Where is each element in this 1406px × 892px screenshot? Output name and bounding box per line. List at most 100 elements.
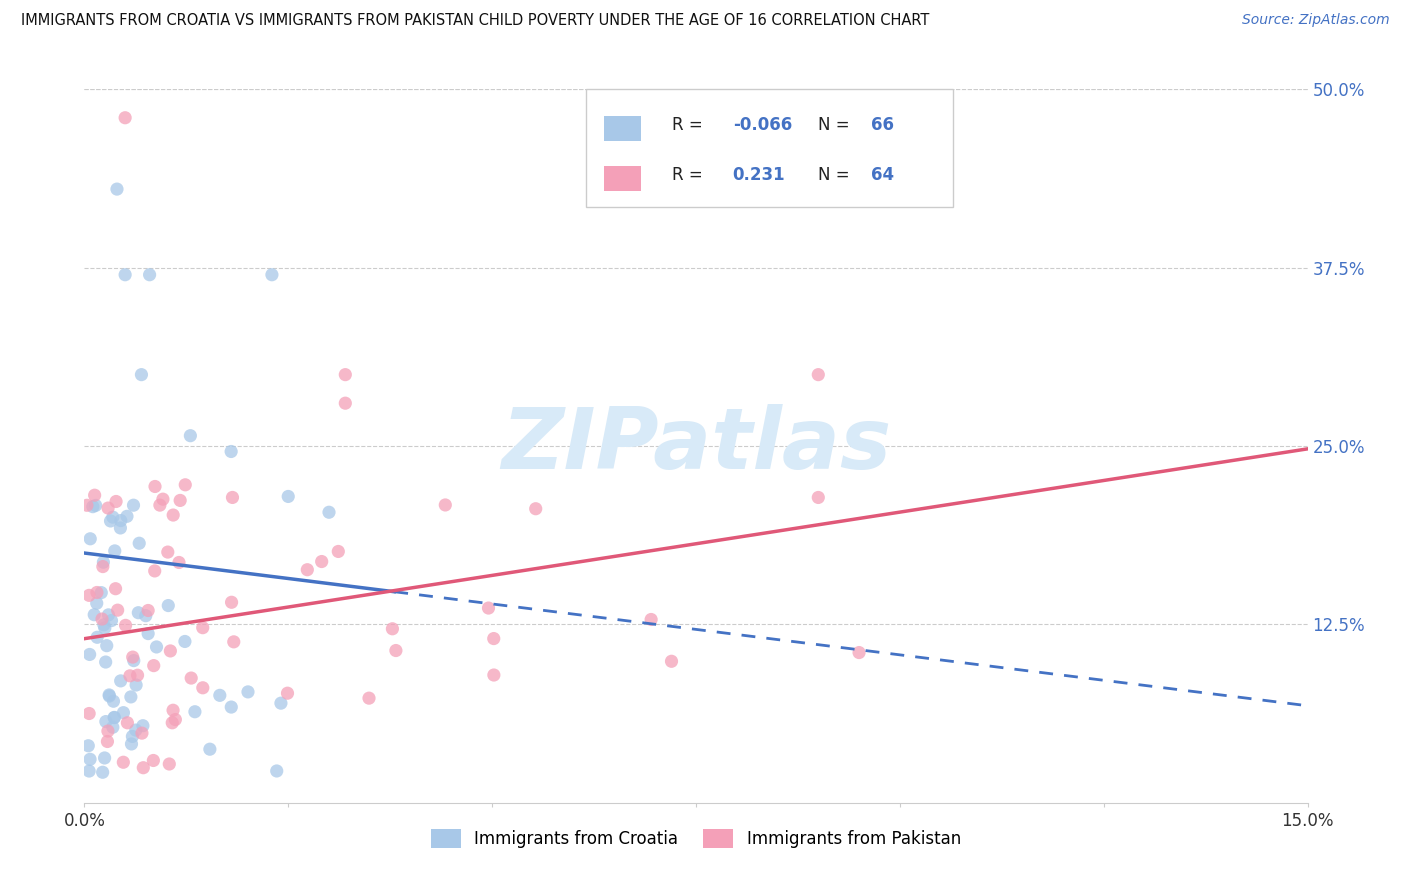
Point (93, 555, 115, 569)
Point (219, 700, 242, 714)
Text: 66: 66 (870, 116, 894, 134)
Point (100, 514, 122, 528)
Point (97, 607, 120, 622)
Point (807, 491, 830, 505)
Point (115, 509, 138, 524)
Point (167, 556, 190, 570)
Point (77, 588, 100, 602)
Point (276, 686, 298, 700)
Text: 0.231: 0.231 (733, 166, 786, 184)
Point (101, 510, 124, 524)
Point (127, 668, 149, 682)
Point (112, 756, 135, 770)
Point (236, 685, 259, 699)
Point (117, 715, 139, 730)
Point (143, 564, 166, 578)
Point (107, 603, 129, 617)
Point (110, 673, 132, 688)
Point (174, 634, 197, 648)
Point (385, 643, 408, 657)
FancyBboxPatch shape (586, 89, 953, 207)
Point (169, 493, 191, 508)
Point (91, 612, 114, 626)
Point (131, 368, 153, 382)
Point (807, 368, 830, 382)
Text: ZIPatlas: ZIPatlas (501, 404, 891, 488)
Point (318, 505, 340, 519)
Point (335, 396, 357, 410)
Point (848, 646, 870, 660)
Point (222, 635, 245, 649)
Point (132, 719, 155, 733)
Point (121, 650, 143, 665)
Point (90, 585, 112, 599)
Point (149, 498, 172, 512)
Point (82, 500, 104, 514)
Point (120, 690, 142, 704)
Point (136, 603, 159, 617)
Point (174, 478, 197, 492)
Point (145, 640, 167, 654)
Point (100, 614, 122, 628)
Point (94, 621, 117, 635)
Point (103, 694, 125, 708)
Point (221, 595, 243, 609)
Point (96, 639, 118, 653)
Point (266, 764, 288, 778)
Point (125, 723, 148, 737)
Point (335, 368, 357, 382)
Legend: Immigrants from Croatia, Immigrants from Pakistan: Immigrants from Croatia, Immigrants from… (425, 822, 967, 855)
Point (76, 498, 98, 512)
Point (77, 764, 100, 778)
Point (328, 544, 350, 558)
Point (191, 681, 214, 695)
FancyBboxPatch shape (605, 166, 641, 191)
Point (83, 488, 105, 502)
Point (482, 632, 505, 646)
Point (127, 606, 149, 620)
Point (132, 761, 155, 775)
Point (79, 752, 101, 766)
Point (122, 654, 145, 668)
Point (79, 648, 101, 662)
Text: Source: ZipAtlas.com: Source: ZipAtlas.com (1241, 13, 1389, 28)
Point (91, 765, 114, 780)
Point (128, 536, 150, 550)
Point (122, 498, 145, 512)
Point (162, 703, 184, 717)
Point (104, 544, 127, 558)
Point (103, 710, 125, 724)
Point (86, 630, 108, 644)
Text: 64: 64 (870, 166, 894, 184)
Text: N =: N = (818, 116, 855, 134)
Point (86, 585, 108, 599)
Point (131, 726, 153, 740)
Point (97, 501, 120, 516)
Point (198, 742, 221, 756)
Point (84, 499, 107, 513)
Point (121, 730, 143, 744)
Point (135, 608, 157, 623)
Point (219, 444, 242, 458)
Point (381, 622, 404, 636)
Point (114, 111, 136, 125)
Point (159, 644, 181, 658)
Point (101, 720, 124, 734)
Point (270, 696, 292, 710)
Point (661, 654, 683, 668)
Point (156, 545, 179, 559)
Point (357, 691, 380, 706)
Point (93, 751, 115, 765)
Point (260, 268, 283, 282)
Text: IMMIGRANTS FROM CROATIA VS IMMIGRANTS FROM PAKISTAN CHILD POVERTY UNDER THE AGE : IMMIGRANTS FROM CROATIA VS IMMIGRANTS FR… (21, 13, 929, 29)
Point (179, 428, 201, 442)
Point (91, 559, 114, 574)
Point (191, 621, 214, 635)
Point (118, 669, 141, 683)
Point (104, 582, 127, 596)
Point (311, 555, 333, 569)
Point (125, 678, 148, 692)
Point (79, 532, 101, 546)
Point (157, 756, 180, 771)
Point (93, 617, 115, 632)
